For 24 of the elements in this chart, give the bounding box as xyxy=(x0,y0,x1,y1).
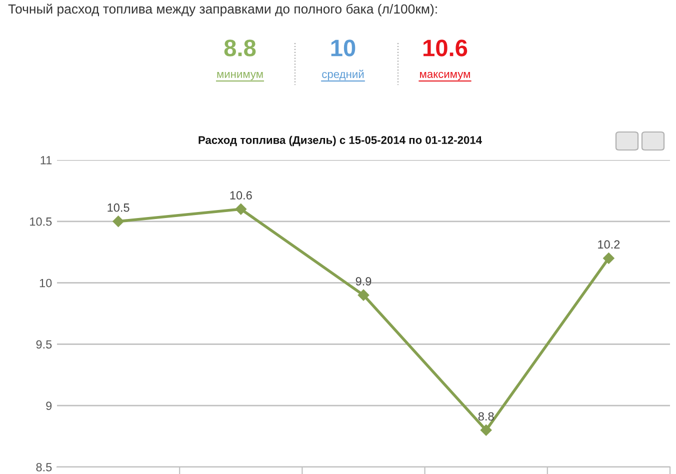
data-label: 10.2 xyxy=(598,240,620,249)
data-label: 9.9 xyxy=(356,277,372,286)
point xyxy=(112,216,124,228)
text: Точный расход топлива между заправками до полного бака (л/100км): xyxy=(8,4,437,16)
point xyxy=(603,252,614,264)
data-label: 10.5 xyxy=(108,203,130,212)
text: минимум xyxy=(217,72,263,80)
y-tick-label: 10 xyxy=(40,278,52,288)
text: 8.8 xyxy=(224,40,256,56)
data-label: 10.6 xyxy=(230,191,252,200)
chart-title: Расход топлива (Дизель) с 15-05-2014 по 01-12-2014 xyxy=(198,136,482,146)
point xyxy=(480,424,492,436)
y-tick-label: 10.5 xyxy=(30,217,52,226)
point xyxy=(235,204,247,215)
y-tick-label: 9 xyxy=(46,402,52,410)
y-tick-label: 11 xyxy=(40,156,52,164)
text: 10 xyxy=(331,40,356,56)
text: максимум xyxy=(420,72,470,80)
text: 10.6 xyxy=(424,40,468,56)
text: средний xyxy=(322,70,364,80)
y-tick-label: 8.5 xyxy=(36,463,52,472)
y-tick-label: 9.5 xyxy=(36,340,52,349)
point xyxy=(358,289,370,301)
data-label: 8.8 xyxy=(478,412,494,421)
